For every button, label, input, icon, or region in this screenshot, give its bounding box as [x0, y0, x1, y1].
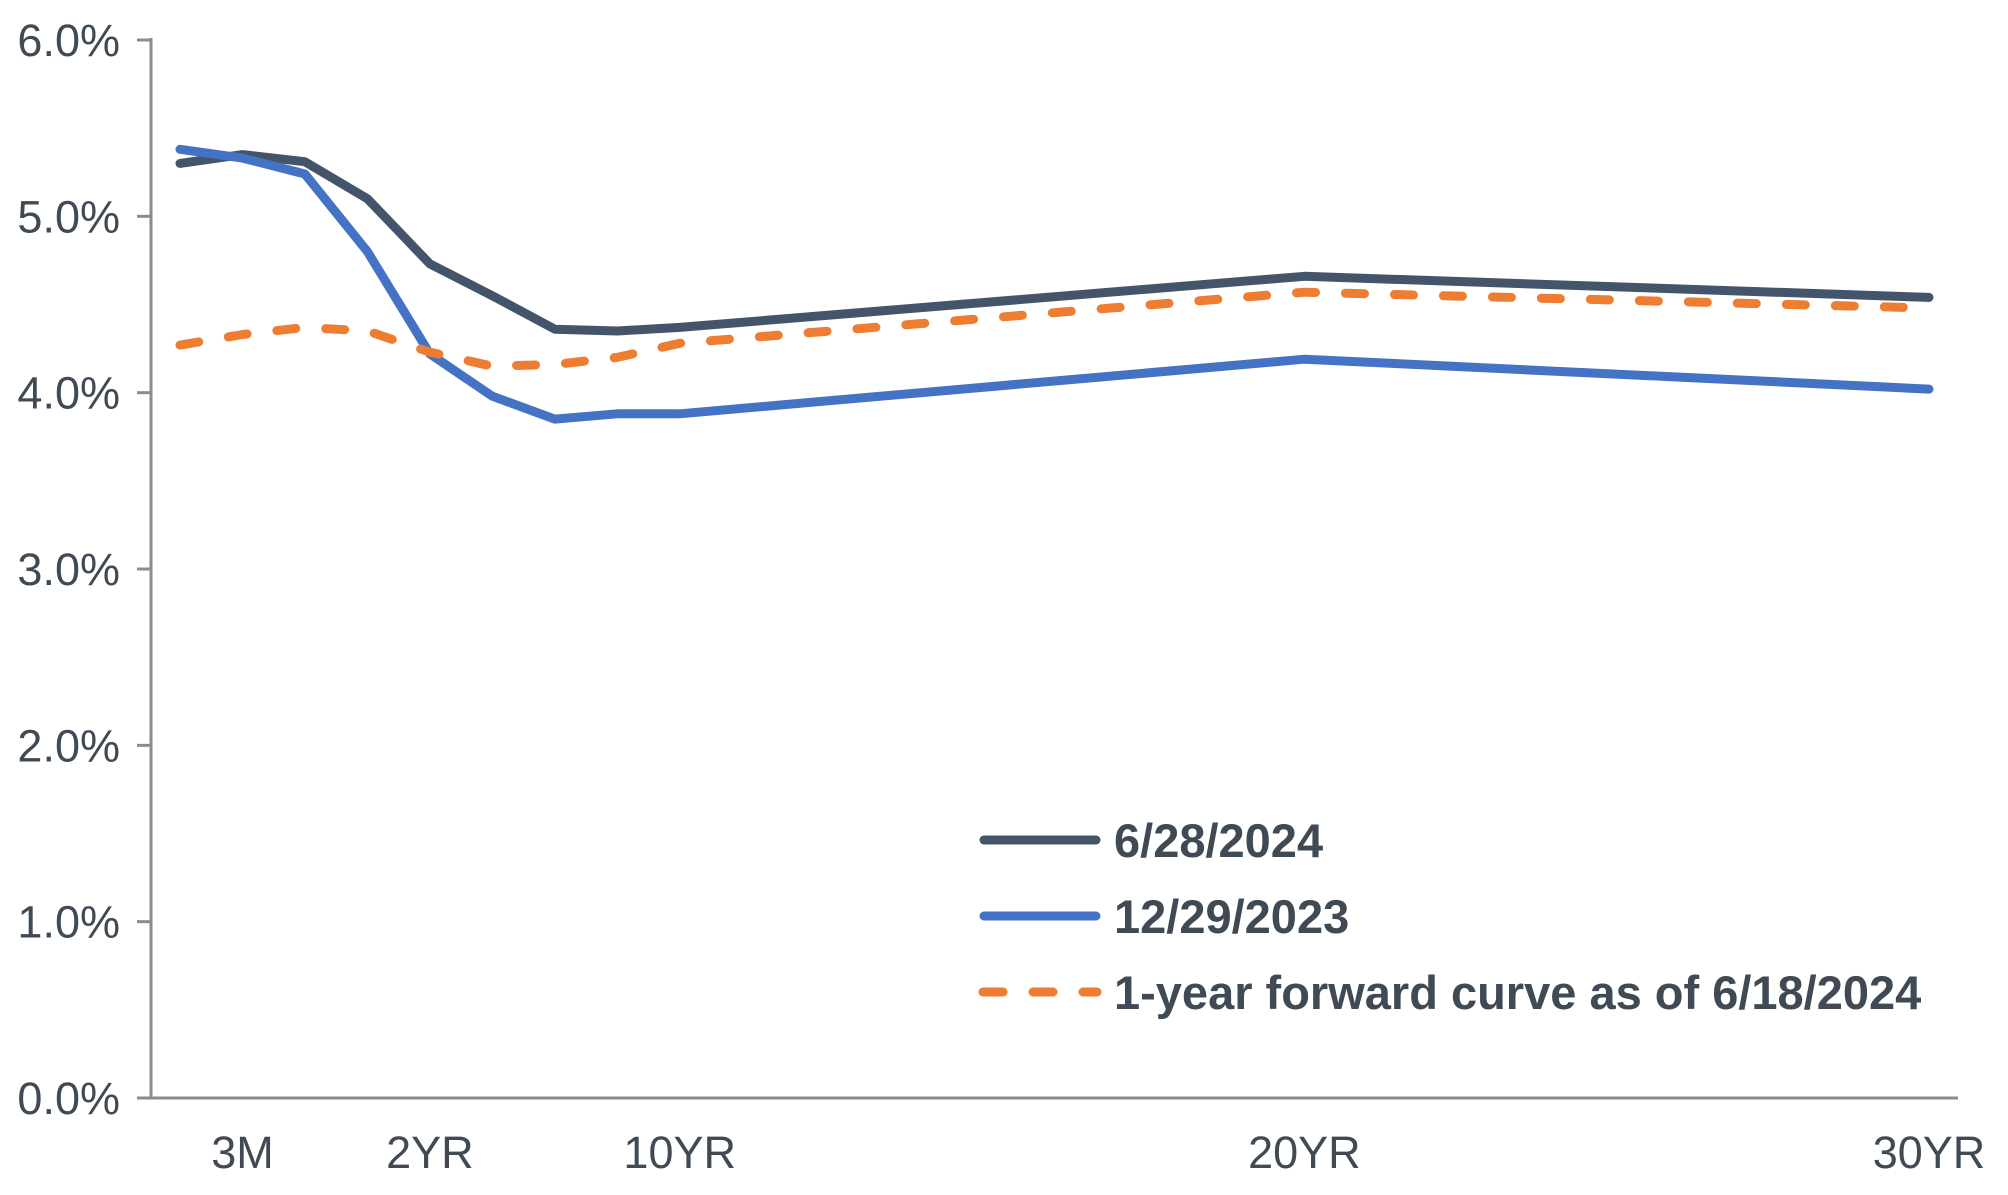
legend-line-solid-icon: [979, 911, 1101, 921]
legend-label: 1-year forward curve as of 6/18/2024: [1114, 965, 1922, 1019]
legend-label: 12/29/2023: [1114, 889, 1350, 943]
y-tick-label: 2.0%: [17, 720, 120, 771]
series-line-0: [175, 150, 1934, 336]
legend-item: 1-year forward curve as of 6/18/2024: [978, 964, 1921, 1020]
legend-item: 12/29/2023: [978, 888, 1921, 944]
y-tick-label: 1.0%: [17, 897, 120, 948]
legend-item: 6/28/2024: [978, 812, 1921, 868]
x-tick-label: 10YR: [623, 1127, 736, 1178]
x-tick-label: 3M: [211, 1127, 274, 1178]
x-tick-label: 20YR: [1248, 1127, 1361, 1178]
y-tick-label: 0.0%: [17, 1073, 120, 1124]
y-tick-label: 3.0%: [17, 544, 120, 595]
legend-label: 6/28/2024: [1114, 813, 1324, 867]
x-tick-label: 30YR: [1873, 1127, 1986, 1178]
y-tick-label: 4.0%: [17, 368, 120, 419]
legend-line-dashed-icon: [978, 987, 1102, 997]
series-line-1: [175, 144, 1934, 424]
x-tick-label: 2YR: [386, 1127, 474, 1178]
chart-legend: 6/28/2024 12/29/2023 1-year forward curv…: [978, 812, 1921, 1020]
legend-line-solid-icon: [979, 835, 1101, 845]
y-tick-label: 5.0%: [17, 191, 120, 242]
y-tick-label: 6.0%: [17, 15, 120, 66]
series-line-2: [175, 287, 1934, 371]
